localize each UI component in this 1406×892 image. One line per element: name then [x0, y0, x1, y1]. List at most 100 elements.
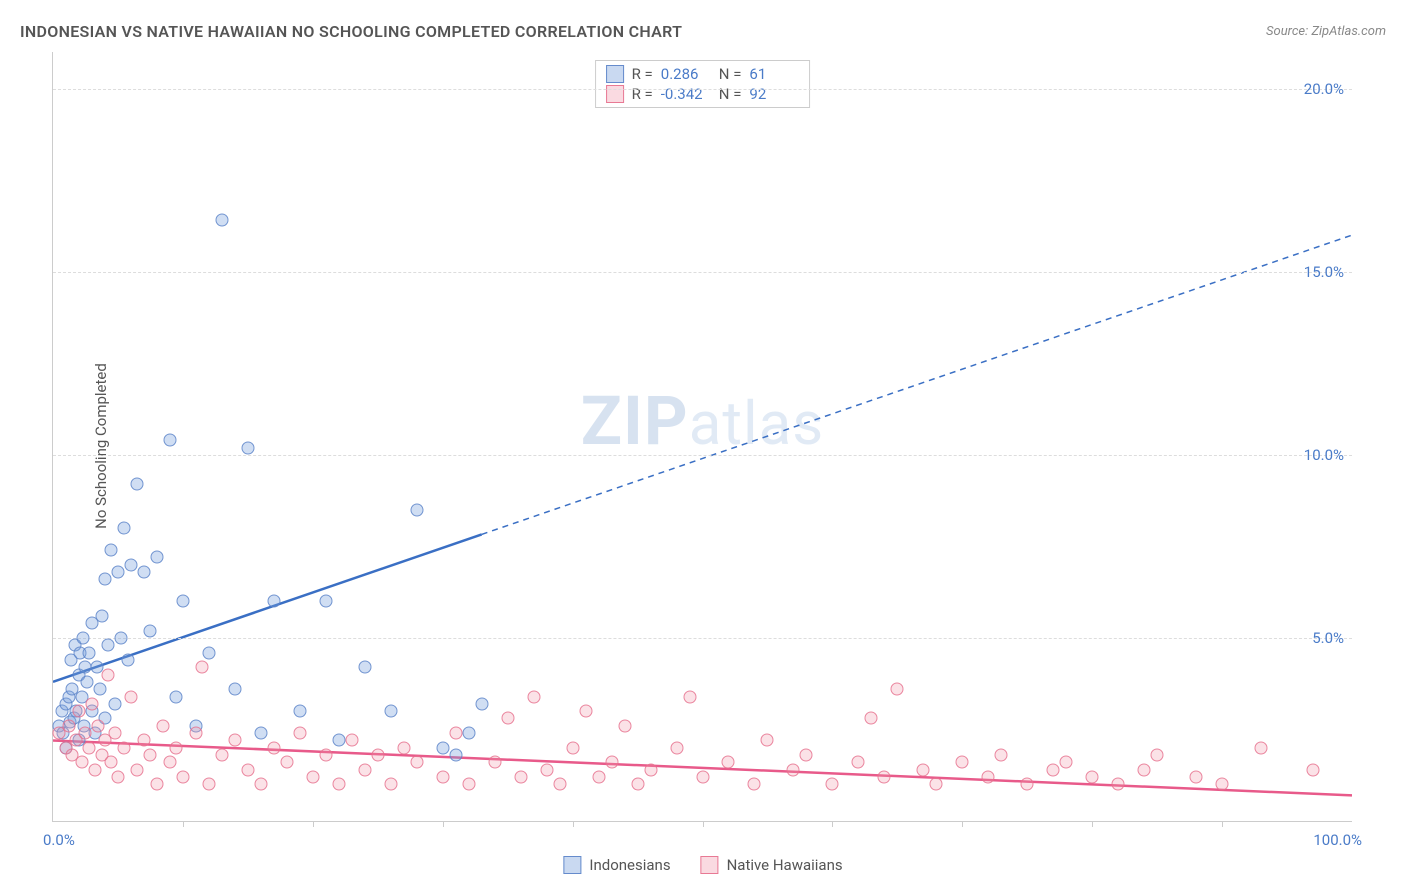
data-point: [105, 756, 118, 769]
data-point: [267, 595, 280, 608]
data-point: [605, 756, 618, 769]
data-point: [92, 719, 105, 732]
data-point: [631, 778, 644, 791]
data-point: [176, 771, 189, 784]
data-point: [189, 727, 202, 740]
data-point: [83, 646, 96, 659]
swatch-blue-icon: [606, 65, 624, 83]
trend-line-dashed: [482, 235, 1352, 534]
data-point: [1307, 763, 1320, 776]
data-point: [514, 771, 527, 784]
data-point: [1086, 771, 1099, 784]
data-point: [137, 566, 150, 579]
data-point: [118, 741, 131, 754]
data-point: [137, 734, 150, 747]
data-point: [98, 573, 111, 586]
watermark: ZIPatlas: [581, 381, 824, 461]
data-point: [131, 478, 144, 491]
x-tick-max: 100.0%: [1313, 831, 1362, 849]
data-point: [917, 763, 930, 776]
data-point: [101, 639, 114, 652]
gridline: [53, 638, 1352, 639]
chart-container: INDONESIAN VS NATIVE HAWAIIAN NO SCHOOLI…: [0, 0, 1406, 892]
watermark-rest: atlas: [689, 388, 824, 459]
legend-label: Native Hawaiians: [727, 856, 843, 874]
data-point: [397, 741, 410, 754]
legend-item-hawaiians: Native Hawaiians: [701, 856, 843, 874]
data-point: [761, 734, 774, 747]
gridline: [53, 272, 1352, 273]
data-point: [176, 595, 189, 608]
x-tick-mark: [183, 821, 184, 827]
data-point: [150, 551, 163, 564]
data-point: [332, 734, 345, 747]
data-point: [748, 778, 761, 791]
data-point: [449, 749, 462, 762]
source-label: Source:: [1266, 24, 1308, 39]
series-legend: Indonesians Native Hawaiians: [563, 856, 842, 874]
data-point: [124, 558, 137, 571]
data-point: [410, 503, 423, 516]
data-point: [865, 712, 878, 725]
data-point: [1190, 771, 1203, 784]
data-point: [436, 771, 449, 784]
data-point: [293, 705, 306, 718]
data-point: [144, 624, 157, 637]
gridline: [53, 89, 1352, 90]
data-point: [722, 756, 735, 769]
data-point: [618, 719, 631, 732]
data-point: [280, 756, 293, 769]
x-tick-mark: [313, 821, 314, 827]
data-point: [488, 756, 501, 769]
swatch-blue-icon: [563, 856, 581, 874]
data-point: [1138, 763, 1151, 776]
y-tick-label: 5.0%: [1312, 629, 1344, 647]
source-attribution: Source: ZipAtlas.com: [1266, 24, 1386, 39]
data-point: [75, 756, 88, 769]
data-point: [170, 741, 183, 754]
legend-label: Indonesians: [589, 856, 670, 874]
data-point: [982, 771, 995, 784]
data-point: [878, 771, 891, 784]
watermark-bold: ZIP: [581, 381, 689, 461]
data-point: [163, 434, 176, 447]
x-tick-mark: [703, 821, 704, 827]
data-point: [163, 756, 176, 769]
data-point: [105, 544, 118, 557]
data-point: [114, 631, 127, 644]
data-point: [540, 763, 553, 776]
data-point: [150, 778, 163, 791]
r-label: R =: [632, 65, 653, 83]
stats-row-indonesians: R = 0.286 N = 61: [606, 65, 800, 83]
data-point: [371, 749, 384, 762]
x-tick-mark: [962, 821, 963, 827]
data-point: [332, 778, 345, 791]
data-point: [436, 741, 449, 754]
data-point: [306, 771, 319, 784]
data-point: [384, 778, 397, 791]
data-point: [196, 661, 209, 674]
data-point: [683, 690, 696, 703]
data-point: [144, 749, 157, 762]
data-point: [787, 763, 800, 776]
data-point: [1047, 763, 1060, 776]
data-point: [267, 741, 280, 754]
data-point: [826, 778, 839, 791]
data-point: [345, 734, 358, 747]
data-point: [1151, 749, 1164, 762]
data-point: [202, 778, 215, 791]
data-point: [215, 749, 228, 762]
x-tick-mark: [573, 821, 574, 827]
data-point: [202, 646, 215, 659]
data-point: [462, 727, 475, 740]
data-point: [1060, 756, 1073, 769]
data-point: [131, 763, 144, 776]
data-point: [76, 631, 89, 644]
data-point: [79, 727, 92, 740]
legend-item-indonesians: Indonesians: [563, 856, 670, 874]
data-point: [122, 653, 135, 666]
data-point: [124, 690, 137, 703]
data-point: [527, 690, 540, 703]
data-point: [101, 668, 114, 681]
x-tick-min: 0.0%: [43, 831, 75, 849]
